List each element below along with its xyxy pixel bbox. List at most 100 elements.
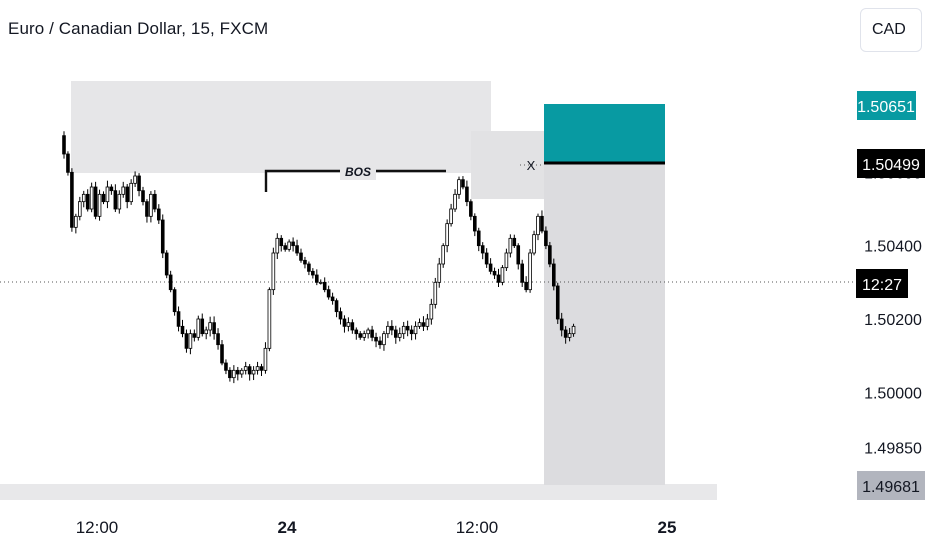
candle-body [263, 347, 268, 371]
candle-body [449, 208, 453, 225]
candle-body [196, 318, 201, 338]
candle-body [358, 333, 363, 338]
x-tick-label: 25 [658, 518, 677, 537]
candle-body [421, 322, 426, 327]
candle-body [188, 333, 193, 349]
candle-body [137, 175, 141, 192]
candle-body [484, 252, 489, 265]
x-axis[interactable]: 12:00 24 12:00 25 [76, 518, 677, 537]
entry-price-label: 1.50499 [857, 149, 925, 178]
x-tick-label: 24 [278, 518, 297, 537]
x-marker-label: X [527, 158, 536, 173]
candle-body [480, 245, 485, 254]
candle-body [153, 193, 157, 210]
currency-button[interactable]: CAD [860, 8, 922, 52]
candle-body [413, 325, 418, 335]
candle-body [117, 193, 122, 210]
candle-body [544, 230, 548, 247]
candle-body [508, 237, 513, 254]
candle-body [378, 340, 382, 346]
candle-body [520, 263, 524, 283]
candle-body [461, 179, 465, 188]
candle-body [552, 263, 556, 287]
y-tick-label: 1.49850 [864, 440, 922, 457]
candle-body [488, 263, 493, 272]
candle-body [145, 201, 149, 217]
candle-body [109, 186, 114, 192]
candle-body [180, 325, 185, 335]
candle-body [445, 223, 449, 247]
candle-body [81, 193, 86, 203]
svg-text:1.50499: 1.50499 [862, 157, 920, 174]
candle-body [156, 208, 161, 221]
candle-body [374, 336, 378, 342]
candle-body [401, 325, 406, 335]
candle-body [307, 263, 311, 272]
candle-body [567, 333, 572, 338]
candle-body [465, 186, 469, 203]
candle-body [571, 325, 576, 335]
stop-loss-zone[interactable] [544, 163, 665, 485]
candle-body [232, 369, 236, 379]
candle-body [536, 215, 540, 236]
candle-body [441, 245, 445, 265]
candle-body [516, 245, 521, 265]
candle-body [295, 245, 299, 254]
candle-body [184, 333, 189, 349]
candle-body [555, 285, 560, 320]
candle-body [172, 289, 177, 313]
candle-body [453, 193, 457, 210]
candle-body [235, 369, 240, 375]
candle-body [204, 329, 209, 335]
candle-body [287, 241, 291, 250]
candle-body [303, 259, 307, 265]
candle-body [338, 311, 343, 320]
candle-body [259, 366, 264, 371]
countdown-label: 12:27 [856, 269, 908, 298]
candle-body [346, 322, 351, 327]
candle-body [342, 318, 347, 327]
candle-body [366, 329, 370, 335]
take-profit-zone[interactable] [544, 104, 665, 163]
candle-body [469, 201, 473, 217]
candle-body [330, 296, 335, 302]
candle-body [393, 329, 398, 338]
candle-body [492, 270, 497, 276]
candle-body [141, 190, 145, 203]
candle-body [524, 281, 528, 291]
candle-body [405, 325, 410, 331]
candle-body [105, 186, 110, 203]
candle-body [457, 179, 461, 195]
candle-body [283, 245, 287, 250]
candle-body [113, 190, 118, 210]
bos-line[interactable] [264, 169, 446, 192]
candle-body [397, 333, 402, 338]
candle-body [149, 193, 153, 217]
y-tick-label: 1.50200 [864, 312, 922, 329]
candle-body [192, 333, 197, 338]
candle-body [311, 270, 315, 276]
candle-body [425, 318, 430, 327]
candle-body [208, 322, 212, 331]
bos-label-bg [340, 160, 376, 180]
svg-text:1.49681: 1.49681 [862, 479, 920, 496]
candle-body [370, 329, 374, 338]
candle-body [267, 289, 272, 349]
candle-body [540, 215, 544, 232]
candle-body [314, 274, 319, 283]
svg-text:1.50651: 1.50651 [857, 99, 915, 116]
candle-body [437, 263, 442, 283]
x-tick-label: 12:00 [76, 518, 119, 537]
candle-body [200, 318, 205, 335]
candlestick-series [62, 131, 576, 384]
bottom-strip [0, 484, 717, 500]
symbol-title[interactable]: Euro / Canadian Dollar, 15, FXCM [8, 19, 269, 38]
candle-body [74, 215, 78, 228]
candle-body [326, 289, 331, 298]
candle-body [362, 333, 366, 338]
candle-body [548, 245, 552, 265]
candle-body [322, 281, 327, 291]
